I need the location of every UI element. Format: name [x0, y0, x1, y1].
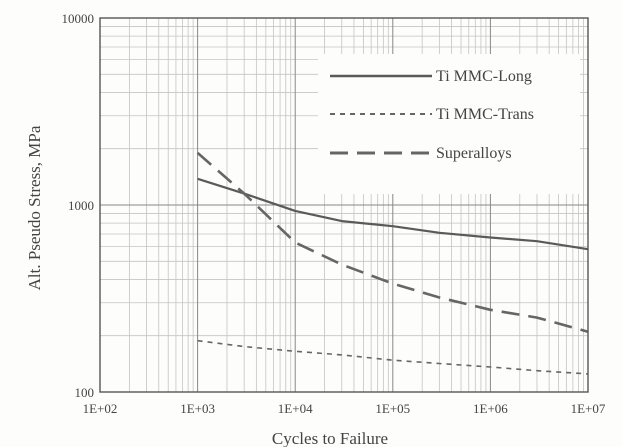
x-tick-label: 1E+05	[375, 401, 410, 416]
legend-label-0: Ti MMC-Long	[436, 68, 532, 85]
y-tick-label: 1000	[68, 198, 94, 213]
x-tick-label: 1E+07	[571, 401, 606, 416]
legend-label-1: Ti MMC-Trans	[436, 106, 534, 123]
y-axis-title: Alt. Pseudo Stress, MPa	[25, 125, 44, 290]
legend-label-2: Superalloys	[436, 145, 512, 162]
y-tick-label: 100	[75, 385, 95, 400]
y-tick-label: 10000	[62, 11, 95, 26]
x-tick-label: 1E+03	[180, 401, 215, 416]
x-tick-label: 1E+06	[473, 401, 508, 416]
plot-frame	[99, 17, 589, 393]
x-axis-title: Cycles to Failure	[272, 429, 388, 447]
legend: Ti MMC-Long Ti MMC-Trans Superalloys	[318, 54, 580, 194]
series-layer	[196, 151, 589, 375]
y-tick-labels: 100 1000 10000	[62, 11, 95, 400]
x-tick-labels: 1E+02 1E+03 1E+04 1E+05 1E+06 1E+07	[83, 401, 606, 416]
legend-box	[318, 54, 580, 194]
x-tick-label: 1E+02	[83, 401, 118, 416]
x-tick-label: 1E+04	[278, 401, 313, 416]
series-line-1	[197, 339, 589, 375]
series-line-0	[197, 177, 589, 251]
series-line-2	[196, 151, 589, 333]
